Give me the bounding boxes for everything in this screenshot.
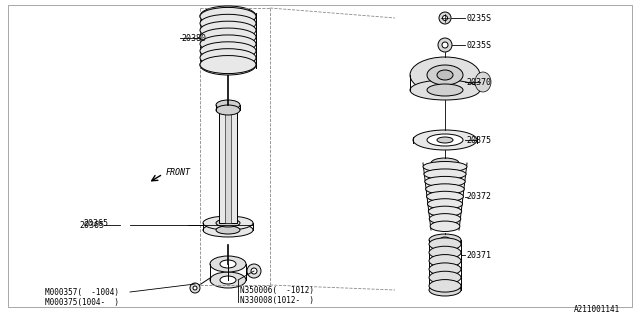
- Text: M000375(1004-  ): M000375(1004- ): [45, 298, 119, 307]
- Ellipse shape: [210, 256, 246, 272]
- Ellipse shape: [437, 137, 453, 143]
- Ellipse shape: [247, 264, 261, 278]
- Ellipse shape: [427, 65, 463, 85]
- Ellipse shape: [439, 12, 451, 24]
- Ellipse shape: [190, 283, 200, 293]
- Ellipse shape: [423, 162, 467, 172]
- Ellipse shape: [200, 55, 256, 75]
- Text: 20372: 20372: [466, 192, 491, 201]
- Text: M000357(  -1004): M000357( -1004): [45, 287, 119, 297]
- Ellipse shape: [428, 199, 463, 209]
- Ellipse shape: [413, 130, 477, 150]
- Ellipse shape: [200, 6, 256, 26]
- Ellipse shape: [220, 260, 236, 268]
- Ellipse shape: [200, 35, 256, 53]
- Ellipse shape: [429, 238, 461, 251]
- Ellipse shape: [200, 7, 256, 25]
- Ellipse shape: [216, 100, 240, 110]
- Ellipse shape: [220, 276, 236, 284]
- Ellipse shape: [251, 268, 257, 274]
- Ellipse shape: [428, 206, 461, 217]
- Ellipse shape: [200, 56, 256, 74]
- Text: 20370: 20370: [466, 77, 491, 86]
- Ellipse shape: [203, 216, 253, 230]
- Ellipse shape: [431, 158, 459, 168]
- Text: 20375: 20375: [466, 135, 491, 145]
- Text: 20365: 20365: [79, 220, 104, 229]
- Text: 20365: 20365: [83, 220, 108, 228]
- Ellipse shape: [200, 14, 256, 32]
- Ellipse shape: [427, 134, 463, 146]
- Ellipse shape: [225, 67, 231, 73]
- Ellipse shape: [429, 263, 461, 276]
- Ellipse shape: [442, 42, 448, 48]
- Ellipse shape: [426, 184, 465, 194]
- Ellipse shape: [210, 272, 246, 288]
- Text: A211001141: A211001141: [573, 306, 620, 315]
- Ellipse shape: [425, 176, 465, 187]
- Ellipse shape: [440, 237, 450, 243]
- Ellipse shape: [200, 42, 256, 60]
- Ellipse shape: [410, 80, 480, 100]
- Ellipse shape: [475, 72, 491, 92]
- Ellipse shape: [424, 169, 466, 180]
- Text: 0235S: 0235S: [466, 41, 491, 50]
- Ellipse shape: [429, 271, 461, 284]
- Text: N330008(1012-  ): N330008(1012- ): [240, 297, 314, 306]
- Ellipse shape: [200, 28, 256, 46]
- Bar: [225, 105, 231, 223]
- Ellipse shape: [429, 284, 461, 296]
- Ellipse shape: [429, 214, 461, 224]
- Ellipse shape: [216, 219, 240, 227]
- Ellipse shape: [442, 15, 447, 20]
- Ellipse shape: [427, 84, 463, 96]
- Ellipse shape: [438, 38, 452, 52]
- Ellipse shape: [429, 280, 461, 292]
- Bar: [219, 105, 237, 223]
- Ellipse shape: [429, 255, 461, 267]
- Text: 20380: 20380: [181, 34, 206, 43]
- Text: N350006(  -1012): N350006( -1012): [240, 286, 314, 295]
- Ellipse shape: [216, 226, 240, 234]
- Ellipse shape: [429, 246, 461, 259]
- Ellipse shape: [410, 57, 480, 93]
- Ellipse shape: [429, 234, 461, 246]
- Text: 20371: 20371: [466, 251, 491, 260]
- Ellipse shape: [216, 105, 240, 115]
- Ellipse shape: [193, 286, 197, 290]
- Ellipse shape: [430, 221, 460, 231]
- Ellipse shape: [203, 223, 253, 237]
- Ellipse shape: [200, 49, 256, 67]
- Ellipse shape: [437, 70, 453, 80]
- Ellipse shape: [426, 191, 463, 202]
- Text: 0235S: 0235S: [466, 13, 491, 22]
- Text: FRONT: FRONT: [166, 167, 191, 177]
- Ellipse shape: [200, 21, 256, 39]
